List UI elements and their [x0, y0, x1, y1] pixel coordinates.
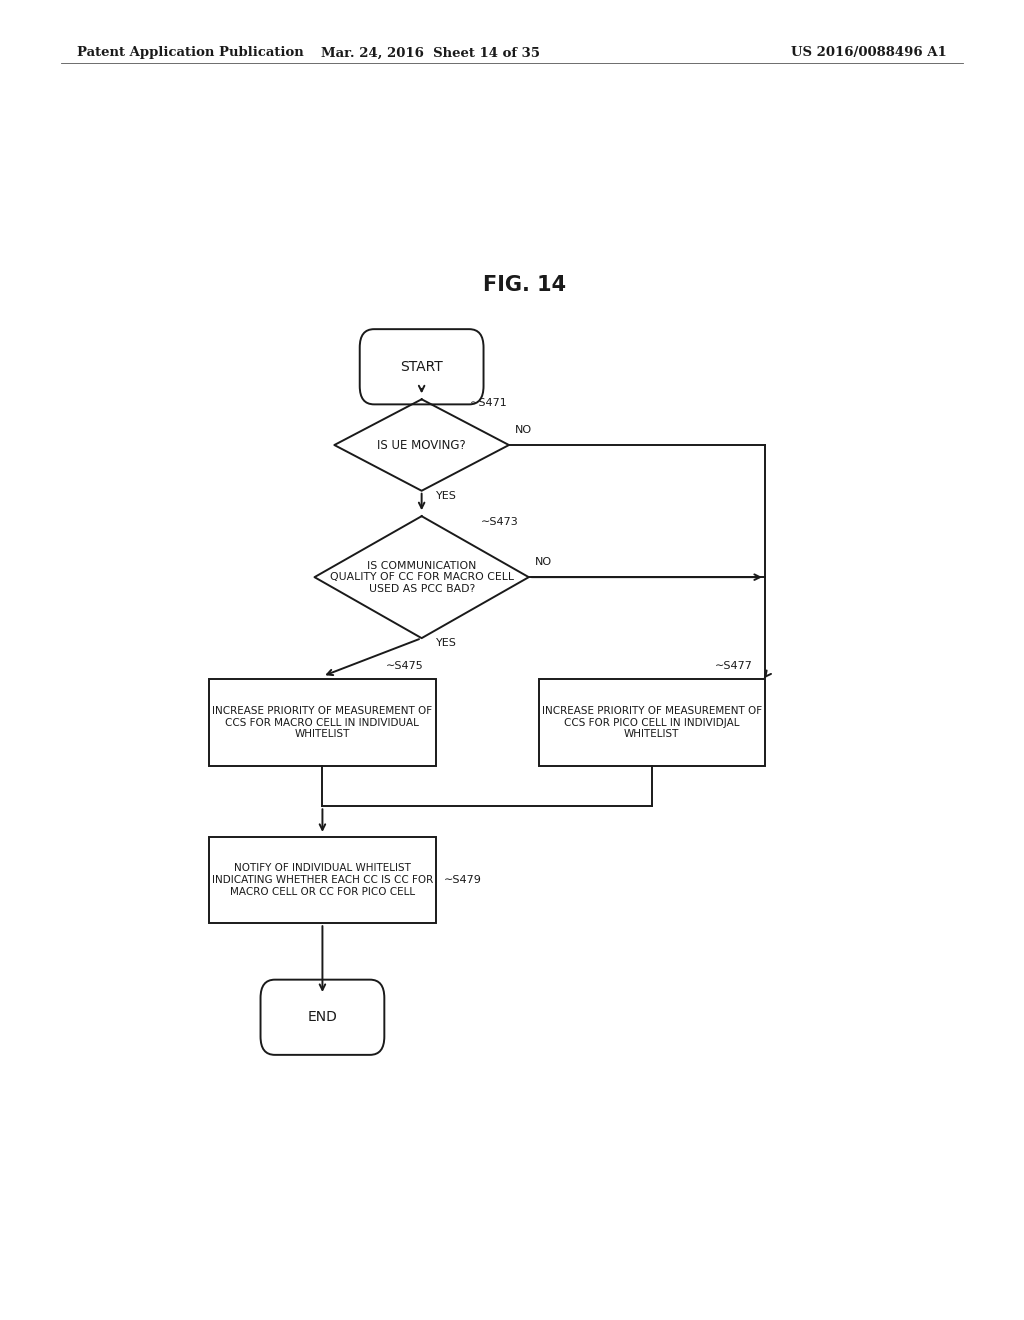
Text: ∼S471: ∼S471: [470, 397, 508, 408]
Text: ∼S477: ∼S477: [715, 661, 753, 671]
Text: US 2016/0088496 A1: US 2016/0088496 A1: [792, 46, 947, 59]
Text: END: END: [307, 1010, 337, 1024]
FancyBboxPatch shape: [359, 329, 483, 404]
Text: INCREASE PRIORITY OF MEASUREMENT OF
CCS FOR MACRO CELL IN INDIVIDUAL
WHITELIST: INCREASE PRIORITY OF MEASUREMENT OF CCS …: [212, 706, 432, 739]
Text: ∼S475: ∼S475: [386, 661, 424, 671]
Text: NOTIFY OF INDIVIDUAL WHITELIST
INDICATING WHETHER EACH CC IS CC FOR
MACRO CELL O: NOTIFY OF INDIVIDUAL WHITELIST INDICATIN…: [212, 863, 433, 896]
Text: ∼S479: ∼S479: [443, 875, 481, 884]
Bar: [209, 680, 435, 766]
Text: FIG. 14: FIG. 14: [483, 276, 566, 296]
Text: Mar. 24, 2016  Sheet 14 of 35: Mar. 24, 2016 Sheet 14 of 35: [321, 46, 540, 59]
Text: NO: NO: [536, 557, 552, 568]
Bar: [539, 680, 765, 766]
Text: START: START: [400, 360, 443, 374]
Bar: [209, 837, 435, 923]
Text: IS COMMUNICATION
QUALITY OF CC FOR MACRO CELL
USED AS PCC BAD?: IS COMMUNICATION QUALITY OF CC FOR MACRO…: [330, 561, 514, 594]
Text: Patent Application Publication: Patent Application Publication: [77, 46, 303, 59]
Text: YES: YES: [436, 491, 457, 500]
FancyBboxPatch shape: [260, 979, 384, 1055]
Text: ∼S473: ∼S473: [480, 517, 518, 527]
Text: INCREASE PRIORITY OF MEASUREMENT OF
CCS FOR PICO CELL IN INDIVIDJAL
WHITELIST: INCREASE PRIORITY OF MEASUREMENT OF CCS …: [542, 706, 762, 739]
Text: YES: YES: [436, 639, 457, 648]
Text: IS UE MOVING?: IS UE MOVING?: [377, 438, 466, 451]
Text: NO: NO: [515, 425, 532, 434]
